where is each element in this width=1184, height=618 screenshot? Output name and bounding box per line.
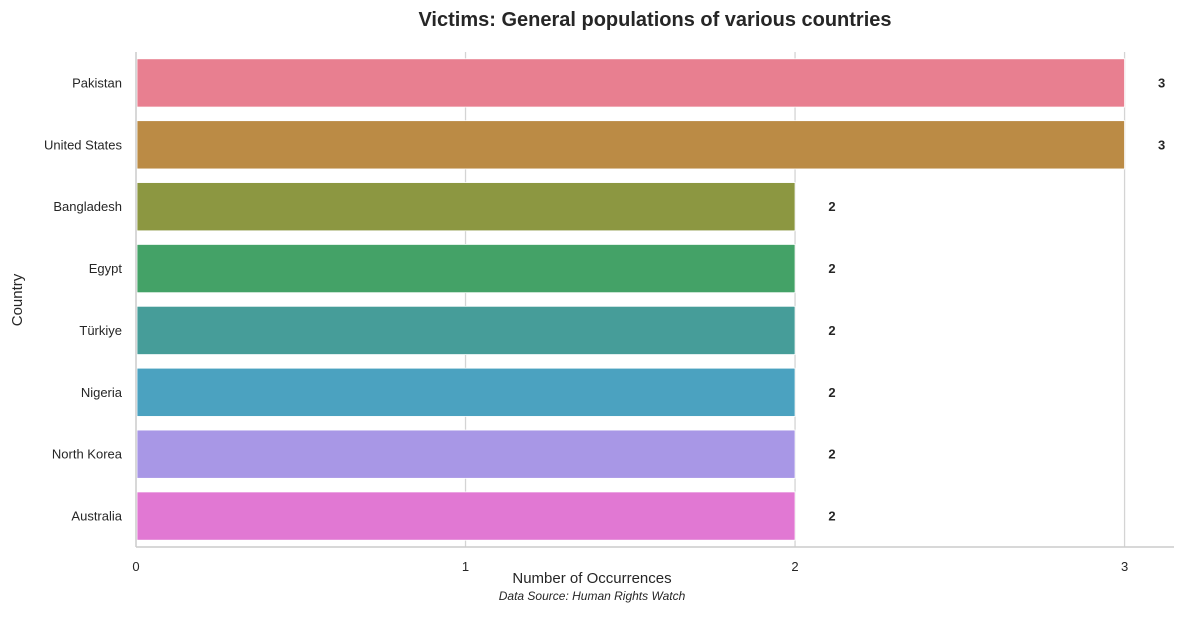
bar <box>136 305 796 355</box>
x-tick-labels: 0 1 2 3 <box>132 559 1128 574</box>
data-label: 2 <box>828 385 835 400</box>
data-label: 2 <box>828 199 835 214</box>
chart-title: Victims: General populations of various … <box>418 9 891 31</box>
bar <box>136 491 796 541</box>
data-label: 2 <box>828 447 835 462</box>
y-tick-label: Bangladesh <box>53 199 122 214</box>
data-labels: 3 3 2 2 2 2 2 2 <box>828 75 1165 523</box>
bars <box>136 58 1125 541</box>
data-label: 3 <box>1158 75 1165 90</box>
y-tick-label: Türkiye <box>79 323 122 338</box>
data-label: 2 <box>828 509 835 524</box>
x-tick-label: 3 <box>1121 559 1128 574</box>
y-tick-label: Nigeria <box>81 385 123 400</box>
y-tick-label: Egypt <box>89 261 123 276</box>
y-tick-label: Pakistan <box>72 75 122 90</box>
y-tick-labels: Pakistan United States Bangladesh Egypt Türk… <box>44 75 123 523</box>
data-source-note: Data Source: Human Rights Watch <box>499 589 686 603</box>
bar <box>136 120 1125 170</box>
axes <box>135 52 1174 548</box>
x-axis-label: Number of Occurrences <box>512 570 671 587</box>
data-label: 2 <box>828 261 835 276</box>
data-label: 2 <box>828 323 835 338</box>
bar <box>136 429 796 479</box>
data-label: 3 <box>1158 137 1165 152</box>
y-tick-label: United States <box>44 137 123 152</box>
x-tick-label: 1 <box>462 559 469 574</box>
y-tick-label: Australia <box>71 509 122 524</box>
bar <box>136 244 796 294</box>
y-axis-label: Country <box>9 273 26 326</box>
bar <box>136 58 1125 108</box>
bar <box>136 367 796 417</box>
x-tick-label: 0 <box>132 559 139 574</box>
bar <box>136 182 796 232</box>
x-tick-label: 2 <box>791 559 798 574</box>
y-tick-label: North Korea <box>52 447 123 462</box>
